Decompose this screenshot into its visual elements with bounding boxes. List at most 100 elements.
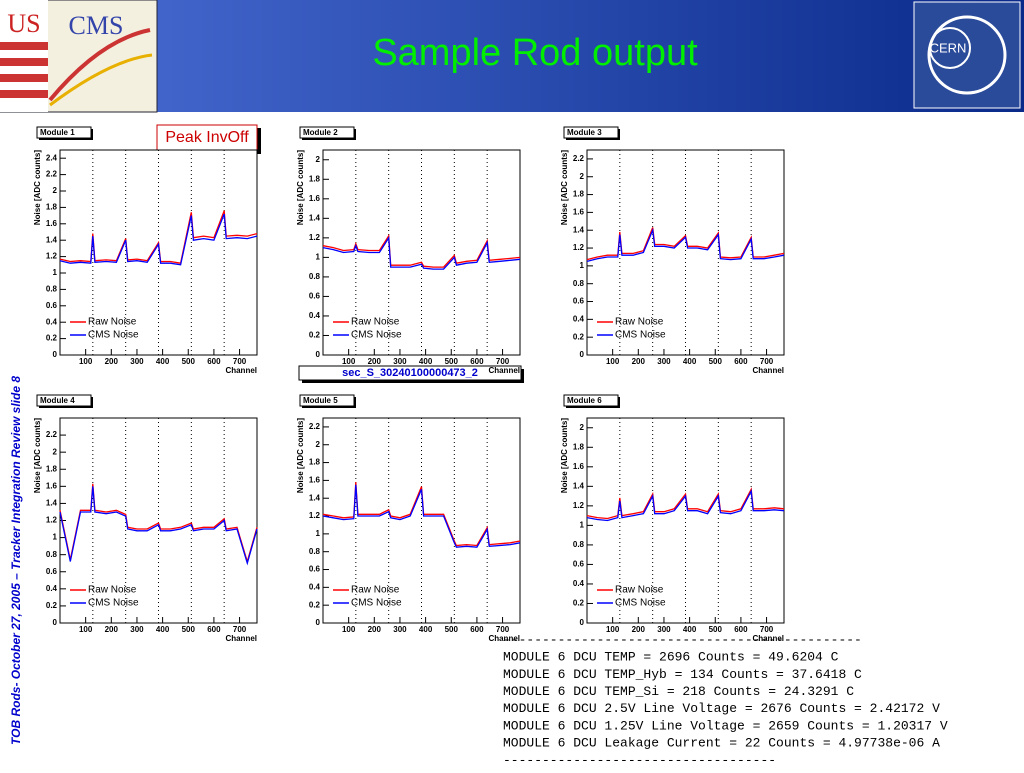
- y-axis-label: Noise [ADC counts]: [296, 150, 305, 225]
- title-box: [36, 126, 92, 139]
- console-line: ----------------------------------------…: [503, 632, 862, 647]
- y-tick-label: 0.4: [573, 579, 585, 588]
- plot-area: [322, 417, 521, 624]
- x-tick-label: 700: [760, 357, 774, 366]
- x-axis-label: Channel: [225, 366, 257, 375]
- legend-label: CMS Noise: [88, 330, 139, 341]
- chart-title: Module 1: [40, 128, 75, 137]
- x-tick-label: 600: [207, 357, 221, 366]
- noise-line: [59, 483, 258, 564]
- uscms-logo: US CMS: [0, 0, 158, 113]
- x-tick-label: 200: [632, 357, 646, 366]
- x-tick-label: 200: [368, 625, 382, 634]
- x-tick-label: 500: [182, 357, 196, 366]
- chart-title: Module 6: [567, 396, 602, 405]
- title-box: [563, 394, 619, 407]
- y-tick-label: 0.4: [309, 582, 321, 591]
- y-tick-label: 0: [580, 618, 585, 627]
- y-tick-label: 0.2: [573, 332, 585, 341]
- chart-title: Module 4: [40, 396, 75, 405]
- noise-line: [59, 210, 258, 264]
- x-tick-label: 500: [445, 625, 459, 634]
- chart-title: Module 5: [303, 396, 338, 405]
- x-tick-label: 300: [657, 357, 671, 366]
- chart-title: Module 3: [567, 128, 602, 137]
- y-tick-label: 0.6: [573, 560, 585, 569]
- x-tick-label: 200: [105, 625, 119, 634]
- y-tick-label: 1.4: [309, 213, 321, 222]
- x-tick-label: 600: [734, 357, 748, 366]
- console-line: MODULE 6 DCU TEMP_Si = 218 Counts = 24.3…: [503, 684, 854, 699]
- y-tick-label: 1.8: [309, 458, 321, 467]
- x-tick-label: 100: [606, 357, 620, 366]
- y-tick-label: 1.4: [46, 235, 58, 244]
- y-tick-label: 1.8: [573, 190, 585, 199]
- y-tick-label: 0.8: [309, 547, 321, 556]
- y-tick-label: 0.8: [573, 540, 585, 549]
- legend-label: CMS Noise: [615, 598, 666, 609]
- y-tick-label: 1.6: [46, 481, 58, 490]
- noise-line: [322, 484, 521, 548]
- legend-label: CMS Noise: [88, 598, 139, 609]
- y-tick-label: 0.4: [46, 317, 58, 326]
- noise-line: [586, 227, 785, 261]
- y-tick-label: 1: [53, 268, 58, 277]
- x-tick-label: 400: [156, 357, 170, 366]
- y-tick-label: 1.6: [46, 219, 58, 228]
- y-tick-label: 1.2: [309, 233, 321, 242]
- legend-label: Raw Noise: [615, 317, 664, 328]
- y-tick-label: 0: [316, 350, 321, 359]
- x-tick-label: 400: [683, 625, 697, 634]
- y-tick-label: 1.2: [46, 516, 58, 525]
- y-tick-label: 0.4: [46, 584, 58, 593]
- y-tick-label: 2: [580, 423, 585, 432]
- logo-us: US: [7, 9, 40, 38]
- y-tick-label: 1.4: [573, 225, 585, 234]
- x-tick-label: 200: [105, 357, 119, 366]
- y-tick-label: 0.4: [573, 314, 585, 323]
- y-tick-label: 2: [316, 440, 321, 449]
- x-tick-label: 200: [368, 357, 382, 366]
- x-tick-label: 300: [130, 625, 144, 634]
- y-tick-label: 1.2: [309, 511, 321, 520]
- y-tick-label: 0.6: [46, 301, 58, 310]
- y-tick-label: 0.2: [46, 601, 58, 610]
- y-axis-label: Noise [ADC counts]: [296, 418, 305, 493]
- y-tick-label: 1.6: [573, 462, 585, 471]
- y-tick-label: 0.2: [309, 600, 321, 609]
- y-tick-label: 2: [53, 186, 58, 195]
- x-tick-label: 700: [760, 625, 774, 634]
- y-tick-label: 1.6: [309, 476, 321, 485]
- x-tick-label: 400: [683, 357, 697, 366]
- y-tick-label: 2.4: [46, 153, 58, 162]
- console-line: MODULE 6 DCU TEMP = 2696 Counts = 49.620…: [503, 650, 839, 665]
- cern-logo: CERN: [913, 1, 1021, 109]
- y-tick-label: 1: [580, 520, 585, 529]
- x-tick-label: 600: [470, 357, 484, 366]
- y-tick-label: 1.6: [573, 208, 585, 217]
- x-tick-label: 500: [709, 357, 723, 366]
- x-tick-label: 700: [233, 625, 247, 634]
- legend-label: Raw Noise: [88, 585, 137, 596]
- y-tick-label: 0.2: [309, 331, 321, 340]
- y-tick-label: 2.2: [573, 154, 585, 163]
- x-tick-label: 400: [419, 625, 433, 634]
- x-axis-label: Channel: [752, 634, 784, 643]
- y-tick-label: 2.2: [46, 170, 58, 179]
- slide-title: Sample Rod output: [372, 32, 698, 74]
- y-tick-label: 0.2: [573, 599, 585, 608]
- y-axis-label: Noise [ADC counts]: [560, 150, 569, 225]
- console-line: -----------------------------------: [503, 753, 776, 768]
- console-line: MODULE 6 DCU 1.25V Line Voltage = 2659 C…: [503, 718, 948, 733]
- y-tick-label: 0.6: [309, 292, 321, 301]
- x-tick-label: 100: [79, 625, 93, 634]
- console-line: MODULE 6 DCU 2.5V Line Voltage = 2676 Co…: [503, 701, 940, 716]
- plot-area: [59, 149, 258, 356]
- y-tick-label: 0.2: [46, 334, 58, 343]
- noise-line: [322, 233, 521, 268]
- console-line: MODULE 6 DCU Leakage Current = 22 Counts…: [503, 736, 940, 751]
- x-tick-label: 500: [182, 625, 196, 634]
- x-tick-label: 300: [393, 625, 407, 634]
